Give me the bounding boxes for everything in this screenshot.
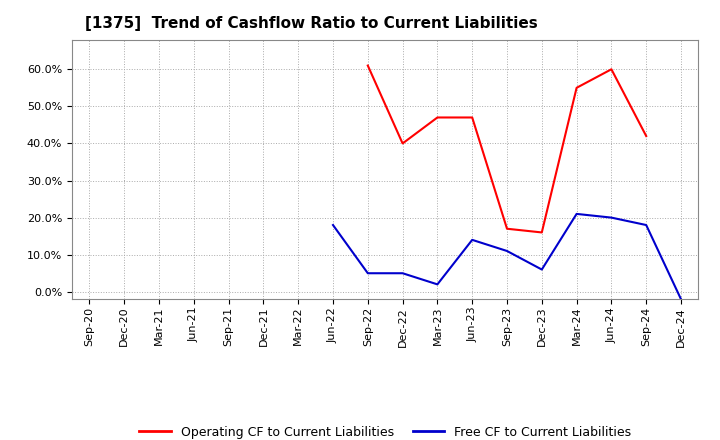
Text: [1375]  Trend of Cashflow Ratio to Current Liabilities: [1375] Trend of Cashflow Ratio to Curren…	[84, 16, 537, 32]
Legend: Operating CF to Current Liabilities, Free CF to Current Liabilities: Operating CF to Current Liabilities, Fre…	[135, 421, 636, 440]
